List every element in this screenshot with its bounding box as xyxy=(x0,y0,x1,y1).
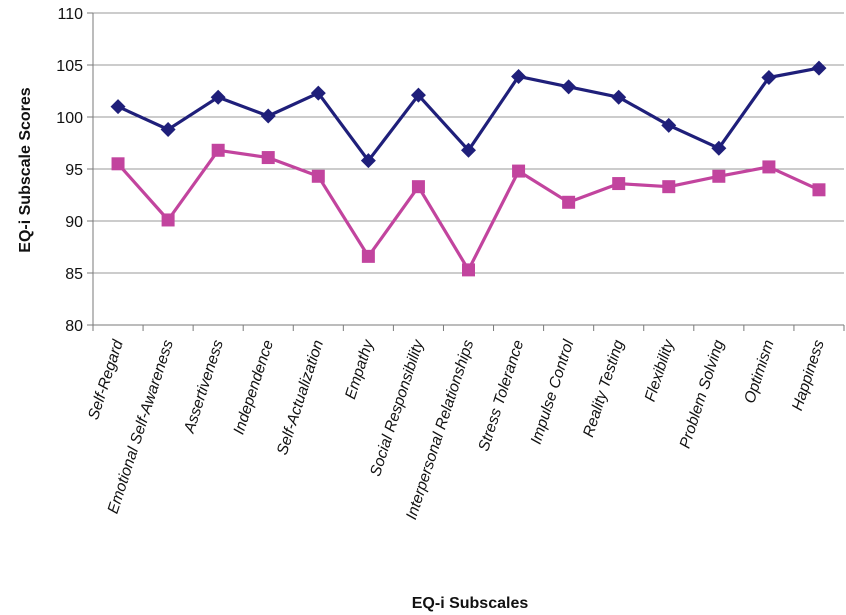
y-tick-label: 80 xyxy=(65,318,83,335)
x-tick-label: Self-Regard xyxy=(85,337,127,422)
series-2-point xyxy=(211,143,225,157)
series-2-point xyxy=(161,213,175,227)
series-1-point xyxy=(561,79,577,95)
x-tick-label: Reality Testing xyxy=(580,338,628,440)
x-tick-label: Happiness xyxy=(789,338,828,413)
series-2-point xyxy=(361,249,375,263)
series-2-point xyxy=(512,164,526,178)
series-2-point xyxy=(662,180,676,194)
x-tick-label: Self-Actualization xyxy=(274,338,327,457)
gridlines xyxy=(93,12,844,274)
x-tick-label: Assertiveness xyxy=(181,338,227,436)
x-axis-title: EQ-i Subscales xyxy=(412,595,529,612)
series-2-point xyxy=(712,169,726,183)
series-2-point xyxy=(612,177,626,191)
series-1-point xyxy=(110,99,126,115)
series-2-point xyxy=(562,195,576,209)
series-1-point xyxy=(711,140,727,156)
series-1-point xyxy=(310,85,326,101)
series-1-point xyxy=(811,60,827,76)
x-tick-label: Independence xyxy=(231,338,278,437)
x-tick-label: Optimism xyxy=(741,338,777,406)
y-tick-label: 85 xyxy=(65,266,83,283)
series-2-point xyxy=(812,183,826,197)
series xyxy=(110,60,827,277)
series-1-point xyxy=(210,89,226,105)
y-tick-label: 95 xyxy=(65,162,83,179)
series-2-point xyxy=(411,180,425,194)
y-tick-label: 110 xyxy=(57,6,83,23)
series-1-point xyxy=(410,87,426,103)
x-tick-label: Stress Tolerance xyxy=(475,338,527,454)
series-1-point xyxy=(761,69,777,85)
y-tick-labels: 80 85 90 95 100 105 110 xyxy=(56,6,83,335)
series-1-point xyxy=(160,121,176,137)
series-2-point xyxy=(762,160,776,174)
series-2-point xyxy=(462,263,475,277)
y-axis-title: EQ-i Subscale Scores xyxy=(17,87,34,253)
series-1-point xyxy=(611,89,627,105)
x-tick-label: Impulse Control xyxy=(528,337,578,446)
series-1-point xyxy=(661,117,677,133)
x-tick-label: Flexibility xyxy=(642,337,678,404)
y-tick-label: 100 xyxy=(56,110,83,127)
series-1-point xyxy=(360,153,376,169)
series-2-point xyxy=(111,157,125,171)
series-2-point xyxy=(311,169,325,183)
x-tick-label: Problem Solving xyxy=(677,338,728,451)
axes xyxy=(87,12,845,331)
series-1-point xyxy=(260,108,276,124)
x-tick-label: Empathy xyxy=(342,337,377,402)
x-tick-label: Social Responsibility xyxy=(367,337,427,479)
series-1-point xyxy=(461,142,476,158)
series-1-point xyxy=(511,68,527,84)
y-tick-label: 105 xyxy=(56,58,83,75)
y-tick-label: 90 xyxy=(65,214,83,231)
series-line-2 xyxy=(116,148,820,272)
series-2-point xyxy=(261,151,275,165)
